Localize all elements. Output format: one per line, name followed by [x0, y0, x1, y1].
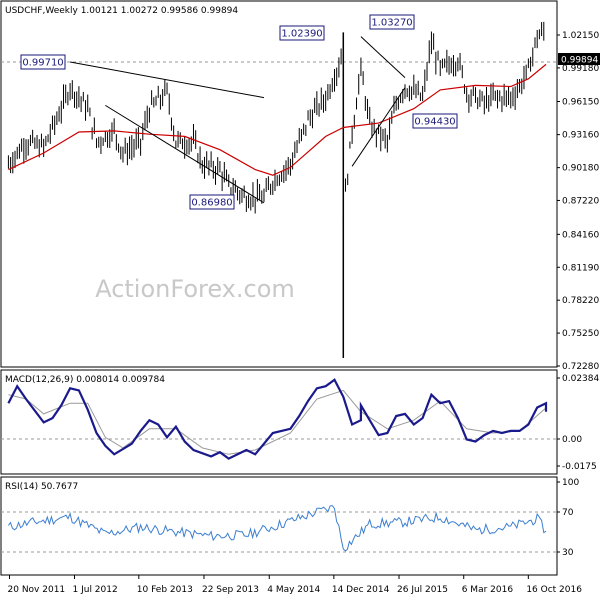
time-axis-label: 4 May 2014: [267, 585, 320, 595]
time-axis-label: 6 Mar 2016: [462, 585, 514, 595]
time-axis-label: 22 Sep 2013: [202, 585, 259, 595]
rsi-title: RSI(14) 50.7677: [5, 482, 78, 492]
time-axis-label: 20 Nov 2011: [8, 585, 66, 595]
rsi-axis-label: 70: [562, 508, 574, 518]
rsi-reference-lines: [1, 511, 557, 553]
macd-panel: MACD(12,26,9) 0.008014 0.009784 0.023845…: [0, 369, 600, 475]
price-panel: ActionForex.com 0.99710 0.86980 1.02390 1.0…: [0, 0, 600, 372]
time-axis-label: 1 Jul 2012: [73, 585, 118, 595]
price-axis-label: 0.72280: [562, 362, 599, 372]
last-price-tag-value: 0.99894: [561, 56, 598, 66]
price-bars: [7, 21, 545, 359]
last-price-tag-bg: [558, 53, 600, 65]
time-axis-label: 10 Feb 2013: [137, 585, 193, 595]
symbol-title: USDCHF,Weekly: [5, 6, 78, 16]
time-axis-label: 16 Oct 2016: [526, 585, 582, 595]
falling-channel-lower: [105, 104, 265, 204]
falling-channel-upper: [70, 61, 265, 99]
time-axis-label: 14 Dec 2014: [332, 585, 390, 595]
rsi-axis: 100 70 30: [557, 478, 579, 558]
price-axis-label: 0.99180: [562, 64, 599, 74]
annotation-box: [20, 54, 66, 70]
annotation-label: 0.94430: [414, 117, 455, 128]
price-annotations: 0.99710 0.86980 1.02390 1.03270 0.94430: [20, 14, 458, 210]
annotation-label: 0.99710: [22, 58, 63, 69]
macd-lines: [7, 378, 548, 460]
rsi-panel-frame: [0, 476, 558, 576]
macd-main-line: [7, 378, 548, 460]
rsi-axis-label: 30: [562, 548, 574, 558]
annotation-box: [279, 25, 325, 41]
price-axis-label: 0.75250: [562, 329, 599, 339]
watermark: ActionForex.com: [95, 275, 295, 303]
price-axis-label: 0.93160: [562, 131, 599, 141]
rsi-axis-label: 100: [562, 478, 579, 488]
annotation-label: 1.03270: [371, 18, 412, 29]
price-axis-label: 0.78220: [562, 296, 599, 306]
triangle-lower: [351, 87, 406, 167]
price-axis-label: 0.81190: [562, 263, 599, 273]
ohlc-values: 1.00121 1.00272 0.99586 0.99894: [81, 6, 239, 16]
rsi-panel: RSI(14) 50.7677 100 70 30: [0, 476, 579, 576]
macd-panel-frame: [0, 369, 558, 475]
time-axis: 20 Nov 2011 1 Jul 2012 10 Feb 2013 22 Sep 2…: [8, 575, 582, 595]
chart-title: USDCHF,Weekly 1.00121 1.00272 0.99586 0.…: [5, 6, 238, 16]
annotation-box: [412, 113, 458, 129]
last-price-tag: 0.99894: [558, 53, 600, 66]
price-axis-label: 0.87220: [562, 196, 599, 206]
price-axis-label: 0.90180: [562, 164, 599, 174]
price-axis-label: 1.02150: [562, 31, 599, 41]
moving-average-path: [8, 63, 547, 176]
macd-axis-label: -0.0175: [562, 462, 597, 472]
triangle-upper: [360, 36, 406, 79]
time-axis-label: 26 Jul 2015: [397, 585, 448, 595]
macd-axis: 0.023845 0.00 -0.0175: [557, 374, 600, 472]
price-axis: 1.02150 0.99180 0.96150 0.93160 0.90180 0.872…: [557, 31, 599, 372]
annotation-label: 1.02390: [281, 29, 322, 40]
annotation-box: [369, 14, 415, 30]
moving-average: [8, 63, 547, 176]
macd-title: MACD(12,26,9) 0.008014 0.009784: [5, 375, 165, 385]
rsi-line: [7, 505, 547, 552]
rsi-path: [7, 505, 547, 552]
annotation-box: [189, 194, 235, 210]
price-axis-label: 0.96150: [562, 97, 599, 107]
macd-signal-line: [8, 389, 547, 455]
annotation-label: 0.86980: [191, 198, 232, 209]
macd-axis-label: 0.023845: [562, 374, 600, 384]
trendlines: [70, 36, 406, 204]
price-panel-frame: [0, 0, 558, 368]
price-axis-label: 0.84160: [562, 230, 599, 240]
macd-axis-label: 0.00: [562, 435, 582, 445]
